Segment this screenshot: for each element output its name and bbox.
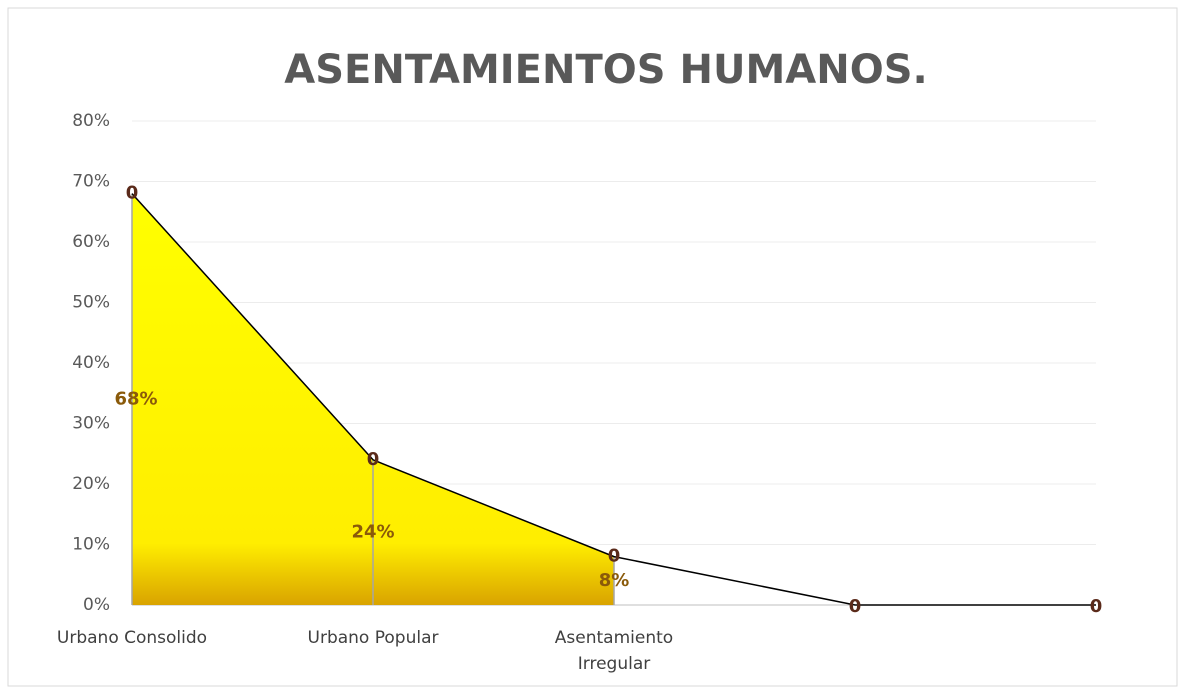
- annotation: 0: [367, 449, 380, 470]
- annotation: 0: [849, 596, 862, 617]
- annotation: 0: [1090, 596, 1103, 617]
- annotation: 0: [608, 546, 621, 567]
- data-label: 68%: [114, 388, 157, 409]
- chart-title: ASENTAMIENTOS HUMANOS.: [284, 47, 927, 93]
- x-tick-label: Asentamiento Irregular: [554, 628, 674, 674]
- data-label: 8%: [599, 570, 630, 591]
- y-tick-label: 10%: [72, 535, 110, 555]
- y-tick-label: 40%: [72, 353, 110, 373]
- y-tick-label: 20%: [72, 474, 110, 494]
- area: [132, 193, 614, 605]
- x-tick-label: Urbano Popular: [307, 628, 439, 648]
- y-tick-label: 50%: [72, 293, 110, 313]
- data-label: 24%: [351, 521, 394, 542]
- y-tick-label: 70%: [72, 172, 110, 192]
- line: [131, 193, 1096, 606]
- annotation: 0: [126, 183, 139, 204]
- y-tick-label: 0%: [83, 595, 110, 615]
- y-tick-label: 80%: [72, 111, 110, 131]
- x-tick-label: Urbano Consolido: [56, 628, 208, 648]
- y-tick-label: 30%: [72, 414, 110, 434]
- y-tick-label: 60%: [72, 232, 110, 252]
